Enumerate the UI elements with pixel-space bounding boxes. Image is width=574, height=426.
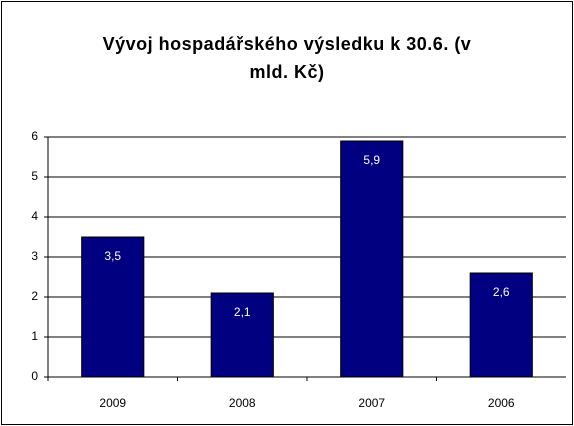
y-tick-label: 5 [31,169,38,183]
y-tick-label: 1 [31,329,38,343]
value-label: 2,6 [493,285,510,299]
chart-title: Vývoj hospadářského výsledku k 30.6. (v … [102,34,472,82]
x-tick-label: 2006 [488,396,515,410]
x-tick-label: 2007 [358,396,385,410]
y-tick-label: 3 [31,249,38,263]
bar [81,236,145,378]
x-tick-label: 2008 [229,396,256,410]
y-tick-label: 2 [31,289,38,303]
bar [340,140,404,378]
value-label: 5,9 [363,153,380,167]
x-tick-label: 2009 [99,396,126,410]
value-label: 2,1 [234,305,251,319]
y-tick-label: 4 [31,209,38,223]
bar [469,272,533,378]
y-tick-label: 6 [31,129,38,143]
value-label: 3,5 [104,249,121,263]
bar [210,292,274,378]
y-tick-label: 0 [31,369,38,383]
